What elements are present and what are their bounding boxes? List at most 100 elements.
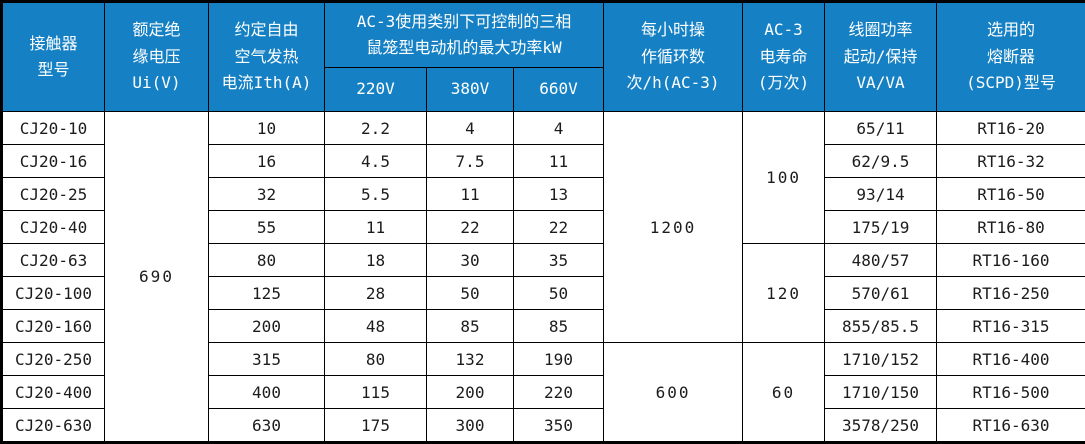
header-cycles-per-hour-label: 每小时操 作循环数 次/h(AC-3) [604, 17, 742, 96]
header-insulation-voltage-label: 额定绝 缘电压 Ui(V) [105, 17, 208, 96]
cell-power-220v: 28 [325, 277, 427, 310]
cell-life-merged-60: 60 [743, 343, 825, 443]
header-fuse: 选用的 熔断器 (SCPD)型号 [937, 2, 1085, 112]
cell-coil-power: 855/85.5 [825, 310, 937, 343]
cell-insulation-voltage-merged: 690 [105, 112, 209, 443]
cell-power-380v: 11 [427, 178, 514, 211]
cell-power-220v: 48 [325, 310, 427, 343]
cell-cycles-merged-1200: 1200 [604, 112, 743, 343]
cell-coil-power: 62/9.5 [825, 145, 937, 178]
cell-power-660v: 22 [514, 211, 604, 244]
cell-power-380v: 132 [427, 343, 514, 376]
cell-power-380v: 7.5 [427, 145, 514, 178]
cell-thermal-current: 10 [209, 112, 325, 145]
header-220v: 220V [325, 68, 427, 112]
table-header: 接触器 型号 额定绝 缘电压 Ui(V) 约定自由 空气发热 电流Ith(A) … [2, 2, 1085, 112]
cell-power-380v: 4 [427, 112, 514, 145]
cell-model: CJ20-400 [2, 376, 105, 409]
cell-power-660v: 50 [514, 277, 604, 310]
header-thermal-current: 约定自由 空气发热 电流Ith(A) [209, 2, 325, 112]
cell-power-380v: 22 [427, 211, 514, 244]
cell-fuse-model: RT16-80 [937, 211, 1085, 244]
cell-life-merged-100: 100 [743, 112, 825, 244]
cell-power-220v: 80 [325, 343, 427, 376]
cell-thermal-current: 200 [209, 310, 325, 343]
cell-model: CJ20-10 [2, 112, 105, 145]
table-row: CJ20-10 690 10 2.2 4 4 1200 100 65/11 RT… [2, 112, 1085, 145]
cell-thermal-current: 315 [209, 343, 325, 376]
cell-thermal-current: 55 [209, 211, 325, 244]
cell-power-660v: 11 [514, 145, 604, 178]
cell-power-220v: 5.5 [325, 178, 427, 211]
cell-coil-power: 570/61 [825, 277, 937, 310]
cell-thermal-current: 125 [209, 277, 325, 310]
cell-power-380v: 85 [427, 310, 514, 343]
cell-coil-power: 93/14 [825, 178, 937, 211]
cell-fuse-model: RT16-32 [937, 145, 1085, 178]
cell-thermal-current: 630 [209, 409, 325, 443]
cell-model: CJ20-160 [2, 310, 105, 343]
cell-power-380v: 30 [427, 244, 514, 277]
cell-thermal-current: 80 [209, 244, 325, 277]
cell-model: CJ20-630 [2, 409, 105, 443]
header-electrical-life: AC-3 电寿命 (万次) [743, 2, 825, 112]
cell-coil-power: 1710/150 [825, 376, 937, 409]
cell-power-660v: 220 [514, 376, 604, 409]
header-380v: 380V [427, 68, 514, 112]
cell-model: CJ20-100 [2, 277, 105, 310]
cell-power-380v: 50 [427, 277, 514, 310]
cell-power-660v: 35 [514, 244, 604, 277]
header-660v: 660V [514, 68, 604, 112]
header-coil-power-label: 线圈功率 起动/保持 VA/VA [825, 17, 936, 96]
cell-coil-power: 1710/152 [825, 343, 937, 376]
header-power-group-label: AC-3使用类别下可控制的三相 鼠笼型电动机的最大功率kW [325, 9, 603, 62]
cell-fuse-model: RT16-630 [937, 409, 1085, 443]
cell-fuse-model: RT16-500 [937, 376, 1085, 409]
header-cycles-per-hour: 每小时操 作循环数 次/h(AC-3) [604, 2, 743, 112]
cell-fuse-model: RT16-160 [937, 244, 1085, 277]
cell-model: CJ20-63 [2, 244, 105, 277]
cell-power-380v: 300 [427, 409, 514, 443]
cell-thermal-current: 16 [209, 145, 325, 178]
cell-coil-power: 3578/250 [825, 409, 937, 443]
cell-fuse-model: RT16-20 [937, 112, 1085, 145]
cell-power-220v: 175 [325, 409, 427, 443]
header-model-label: 接触器 型号 [3, 31, 104, 84]
cell-coil-power: 175/19 [825, 211, 937, 244]
cell-power-380v: 200 [427, 376, 514, 409]
header-electrical-life-label: AC-3 电寿命 (万次) [743, 17, 824, 96]
cell-power-660v: 13 [514, 178, 604, 211]
header-power-group: AC-3使用类别下可控制的三相 鼠笼型电动机的最大功率kW [325, 2, 604, 68]
header-thermal-current-label: 约定自由 空气发热 电流Ith(A) [209, 17, 324, 96]
cell-model: CJ20-250 [2, 343, 105, 376]
cell-power-660v: 85 [514, 310, 604, 343]
cell-coil-power: 65/11 [825, 112, 937, 145]
cell-fuse-model: RT16-315 [937, 310, 1085, 343]
cell-power-220v: 4.5 [325, 145, 427, 178]
cell-model: CJ20-40 [2, 211, 105, 244]
cell-power-220v: 11 [325, 211, 427, 244]
cell-cycles-merged-600: 600 [604, 343, 743, 443]
header-insulation-voltage: 额定绝 缘电压 Ui(V) [105, 2, 209, 112]
cell-power-220v: 18 [325, 244, 427, 277]
cell-power-660v: 4 [514, 112, 604, 145]
cell-fuse-model: RT16-250 [937, 277, 1085, 310]
header-model: 接触器 型号 [2, 2, 105, 112]
cell-fuse-model: RT16-400 [937, 343, 1085, 376]
cell-life-merged-120: 120 [743, 244, 825, 343]
header-coil-power: 线圈功率 起动/保持 VA/VA [825, 2, 937, 112]
cell-model: CJ20-16 [2, 145, 105, 178]
cell-coil-power: 480/57 [825, 244, 937, 277]
cell-thermal-current: 400 [209, 376, 325, 409]
cell-power-220v: 2.2 [325, 112, 427, 145]
cell-power-660v: 350 [514, 409, 604, 443]
cell-power-220v: 115 [325, 376, 427, 409]
cell-thermal-current: 32 [209, 178, 325, 211]
cell-fuse-model: RT16-50 [937, 178, 1085, 211]
table-body: CJ20-10 690 10 2.2 4 4 1200 100 65/11 RT… [2, 112, 1085, 443]
cell-power-660v: 190 [514, 343, 604, 376]
header-fuse-label: 选用的 熔断器 (SCPD)型号 [937, 17, 1085, 96]
cell-model: CJ20-25 [2, 178, 105, 211]
